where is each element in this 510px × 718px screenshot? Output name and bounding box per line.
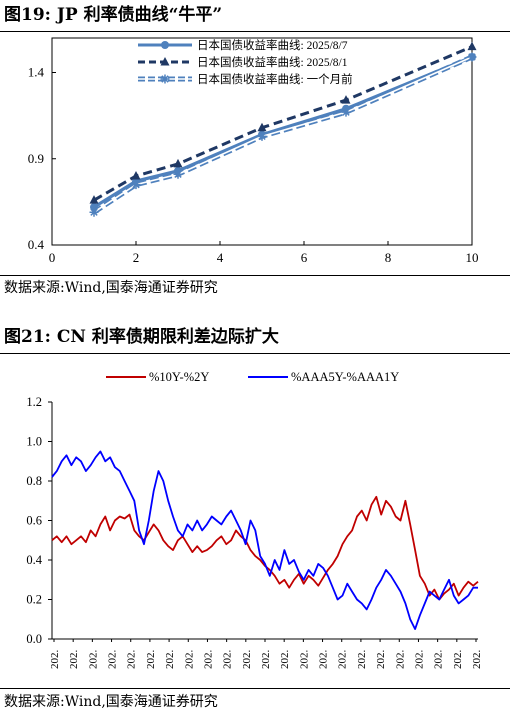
figure21-title-rule bbox=[0, 353, 510, 354]
x-tick-label: 202. bbox=[318, 650, 330, 670]
series-line-1 bbox=[51, 495, 479, 601]
x-tick-label: 202. bbox=[452, 650, 464, 670]
legend-entry-2: %AAA5Y-%AAA1Y bbox=[248, 370, 399, 384]
plot-frame bbox=[51, 37, 473, 246]
y-tick-label: 1.4 bbox=[28, 65, 45, 80]
x-tick-label: 202. bbox=[107, 650, 119, 670]
x-tick-label: 202. bbox=[471, 650, 483, 670]
series-line bbox=[93, 45, 473, 202]
x-tick-label: 10 bbox=[466, 250, 479, 265]
figure19-bottom-rule bbox=[0, 275, 510, 276]
data-point bbox=[257, 122, 267, 132]
series-line-2 bbox=[51, 450, 478, 630]
legend-label: 日本国债收益率曲线: 一个月前 bbox=[197, 72, 353, 86]
series-2 bbox=[89, 41, 477, 204]
legend-marker bbox=[161, 41, 169, 49]
legend-entry-1: %10Y-%2Y bbox=[106, 370, 209, 384]
x-tick-label: 202. bbox=[87, 650, 99, 670]
y-tick-label: 0.0 bbox=[26, 632, 42, 646]
y-tick-label: 0.9 bbox=[28, 151, 44, 166]
data-point bbox=[173, 169, 183, 179]
x-tick-label: 202. bbox=[183, 650, 195, 670]
y-tick-label: 0.2 bbox=[26, 593, 42, 607]
x-tick-label: 202. bbox=[413, 650, 425, 670]
x-tick-label: 202. bbox=[241, 650, 253, 670]
x-tick-label: 4 bbox=[217, 250, 224, 265]
legend-marker bbox=[160, 57, 170, 66]
legend-label: %10Y-%2Y bbox=[149, 370, 209, 384]
x-tick-label: 202. bbox=[202, 650, 214, 670]
figure21-bottom-rule bbox=[0, 688, 510, 689]
data-point bbox=[467, 52, 477, 62]
data-point bbox=[341, 95, 351, 104]
legend-entry-1: 日本国债收益率曲线: 2025/8/7 bbox=[138, 38, 348, 52]
y-tick-label: 0.6 bbox=[26, 514, 42, 528]
y-tick-label: 1.2 bbox=[26, 395, 42, 409]
figure21-title: 图21: CN 利率债期限利差边际扩大 bbox=[4, 327, 279, 347]
x-tick-label: 2 bbox=[133, 250, 140, 265]
figure19-source: 数据来源:Wind,国泰海通证券研究 bbox=[4, 280, 218, 296]
x-tick-label: 0 bbox=[49, 250, 56, 265]
x-tick-label: 202. bbox=[394, 650, 406, 670]
figure19-title: 图19: JP 利率债曲线“牛平” bbox=[4, 5, 223, 25]
x-tick-label: 202. bbox=[375, 650, 387, 670]
x-tick-label: 202. bbox=[298, 650, 310, 670]
x-tick-label: 202. bbox=[433, 650, 445, 670]
series-line bbox=[93, 55, 473, 209]
x-tick-label: 202. bbox=[164, 650, 176, 670]
x-tick-label: 202. bbox=[49, 650, 61, 670]
x-tick-label: 202. bbox=[279, 650, 291, 670]
data-point bbox=[173, 158, 183, 168]
jp-yield-curve-chart: 0 2 4 6 8 10 0.4 0.9 1.4 日本国债收益率曲线: 2025/8/7 日本国债… bbox=[28, 37, 479, 265]
data-point bbox=[89, 195, 99, 204]
legend-label: %AAA5Y-%AAA1Y bbox=[291, 370, 399, 384]
x-tick-label: 202. bbox=[260, 650, 272, 670]
figure19-title-rule bbox=[0, 31, 510, 32]
series-3 bbox=[89, 52, 477, 217]
x-tick-label: 202. bbox=[126, 650, 138, 670]
series-line-inner bbox=[93, 56, 473, 213]
figure21-source: 数据来源:Wind,国泰海通证券研究 bbox=[4, 694, 218, 710]
data-point bbox=[257, 131, 267, 141]
data-point bbox=[131, 180, 141, 190]
y-tick-label: 0.4 bbox=[26, 553, 42, 567]
data-point bbox=[89, 207, 99, 217]
legend-marker bbox=[160, 74, 170, 84]
legend-label: 日本国债收益率曲线: 2025/8/7 bbox=[197, 38, 348, 52]
x-tick-label: 202. bbox=[356, 650, 368, 670]
x-tick-label: 202. bbox=[68, 650, 80, 670]
x-tick-label: 6 bbox=[301, 250, 308, 265]
y-tick-label: 1.0 bbox=[26, 435, 42, 449]
data-point bbox=[341, 107, 351, 117]
y-tick-label: 0.8 bbox=[26, 474, 42, 488]
data-point bbox=[467, 41, 477, 51]
cn-term-spread-chart: 0.0 0.2 0.4 0.6 0.8 1.0 1.2 202. 202. 202. 202. 202… bbox=[26, 370, 483, 670]
y-tick-label: 0.4 bbox=[28, 237, 45, 252]
legend-entry-2: 日本国债收益率曲线: 2025/8/1 bbox=[138, 55, 348, 69]
x-tick-label: 202. bbox=[145, 650, 157, 670]
x-tick-label: 202. bbox=[337, 650, 349, 670]
data-point bbox=[131, 171, 141, 180]
x-tick-label: 202. bbox=[222, 650, 234, 670]
x-tick-label: 8 bbox=[385, 250, 392, 265]
legend-entry-3: 日本国债收益率曲线: 一个月前 bbox=[138, 72, 353, 86]
legend-label: 日本国债收益率曲线: 2025/8/1 bbox=[197, 55, 348, 69]
